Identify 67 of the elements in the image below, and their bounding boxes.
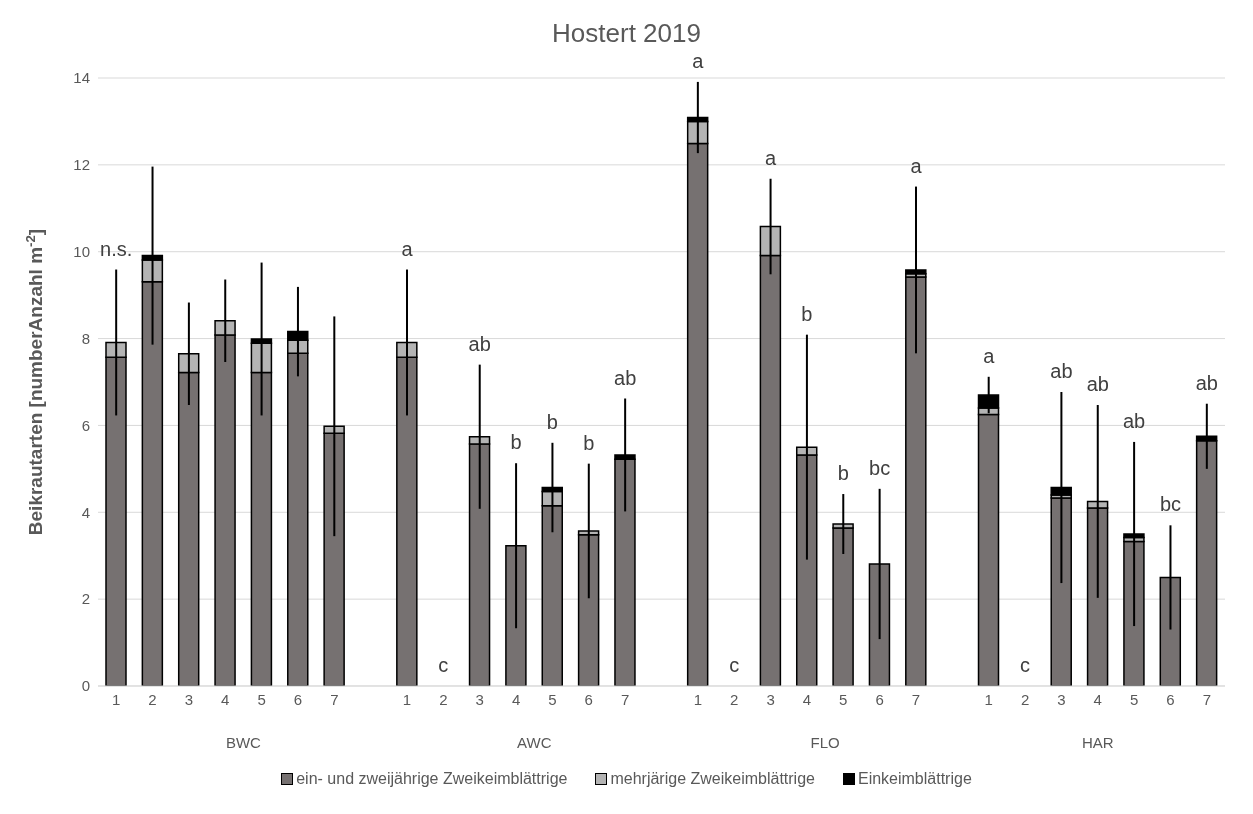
legend-label: mehrjärige Zweikeimblättrige (609, 770, 815, 788)
x-tick-label: 3 (1057, 690, 1066, 708)
x-tick-label: 1 (693, 690, 703, 708)
annotation: ab (468, 332, 491, 355)
legend-label: Einkeimblättrige (856, 770, 972, 788)
x-tick-label: 6 (293, 690, 303, 708)
y-tick-label: 0 (81, 677, 90, 695)
legend-label: ein- und zweijährige Zweikeimblättrige (295, 770, 568, 788)
text: AWC (517, 734, 552, 751)
x-tick-label: 5 (257, 690, 266, 708)
annotation: bc (1159, 493, 1182, 516)
y-tick-label: 10 (73, 243, 90, 261)
x-tick-label: 6 (584, 690, 593, 708)
annotation: a (765, 146, 777, 169)
x-tick-label: 7 (330, 690, 339, 708)
y-tick-label: 2 (81, 590, 90, 608)
annotation: c (729, 654, 740, 676)
y-tick-label: 8 (81, 329, 90, 347)
x-tick-label: 2 (439, 690, 448, 708)
x-tick-label: 4 (1093, 690, 1102, 708)
x-tick-label: 4 (802, 690, 812, 708)
x-tick-label: 7 (620, 690, 630, 708)
x-tick-label: 5 (1129, 690, 1139, 708)
annotation: c (1020, 654, 1031, 676)
annotation: ab (1050, 359, 1073, 382)
annotation: ab (614, 366, 637, 389)
annotation: a (983, 344, 996, 367)
x-tick-label: 1 (112, 690, 121, 708)
x-tick-label: 2 (1020, 690, 1030, 708)
annotation: c (438, 654, 449, 676)
chart-title: Hostert 2019 (551, 18, 702, 49)
x-tick-label: 5 (548, 690, 557, 708)
y-tick-label: 12 (73, 156, 90, 174)
y-tick-label: 4 (81, 503, 90, 521)
text: FLO (810, 734, 840, 751)
x-tick-label: 6 (875, 690, 884, 708)
x-tick-label: 2 (148, 690, 157, 708)
annotation: b (510, 431, 522, 454)
annotation: ab (1122, 409, 1146, 432)
x-tick-label: 3 (184, 690, 194, 708)
annotation: b (837, 462, 849, 485)
x-tick-label: 6 (1166, 690, 1175, 708)
annotation: bc (869, 456, 891, 479)
x-tick-label: 2 (730, 690, 739, 708)
x-tick-label: 4 (511, 690, 521, 708)
bar (977, 413, 1000, 686)
y-tick-label: 14 (73, 69, 90, 87)
x-tick-label: 5 (839, 690, 848, 708)
annotation: ab (1195, 371, 1218, 394)
annotation: b (583, 431, 595, 454)
annotation: ab (1086, 373, 1109, 396)
annotation: b (546, 410, 558, 433)
annotation: a (401, 237, 414, 260)
x-tick-label: 1 (402, 690, 412, 708)
text: a (692, 49, 705, 72)
x-tick-label: 3 (475, 690, 484, 708)
x-tick-label: 4 (221, 690, 230, 708)
x-tick-label: 3 (766, 690, 775, 708)
x-tick-label: 7 (911, 690, 921, 708)
annotation: a (910, 154, 923, 177)
x-tick-label: 7 (1202, 690, 1211, 708)
annotation: n.s. (100, 237, 133, 260)
text: HAR (1081, 734, 1114, 751)
text: BWC (225, 734, 262, 751)
annotation: b (801, 302, 813, 325)
y-tick-label: 6 (81, 416, 90, 434)
x-tick-label: 1 (984, 690, 993, 708)
